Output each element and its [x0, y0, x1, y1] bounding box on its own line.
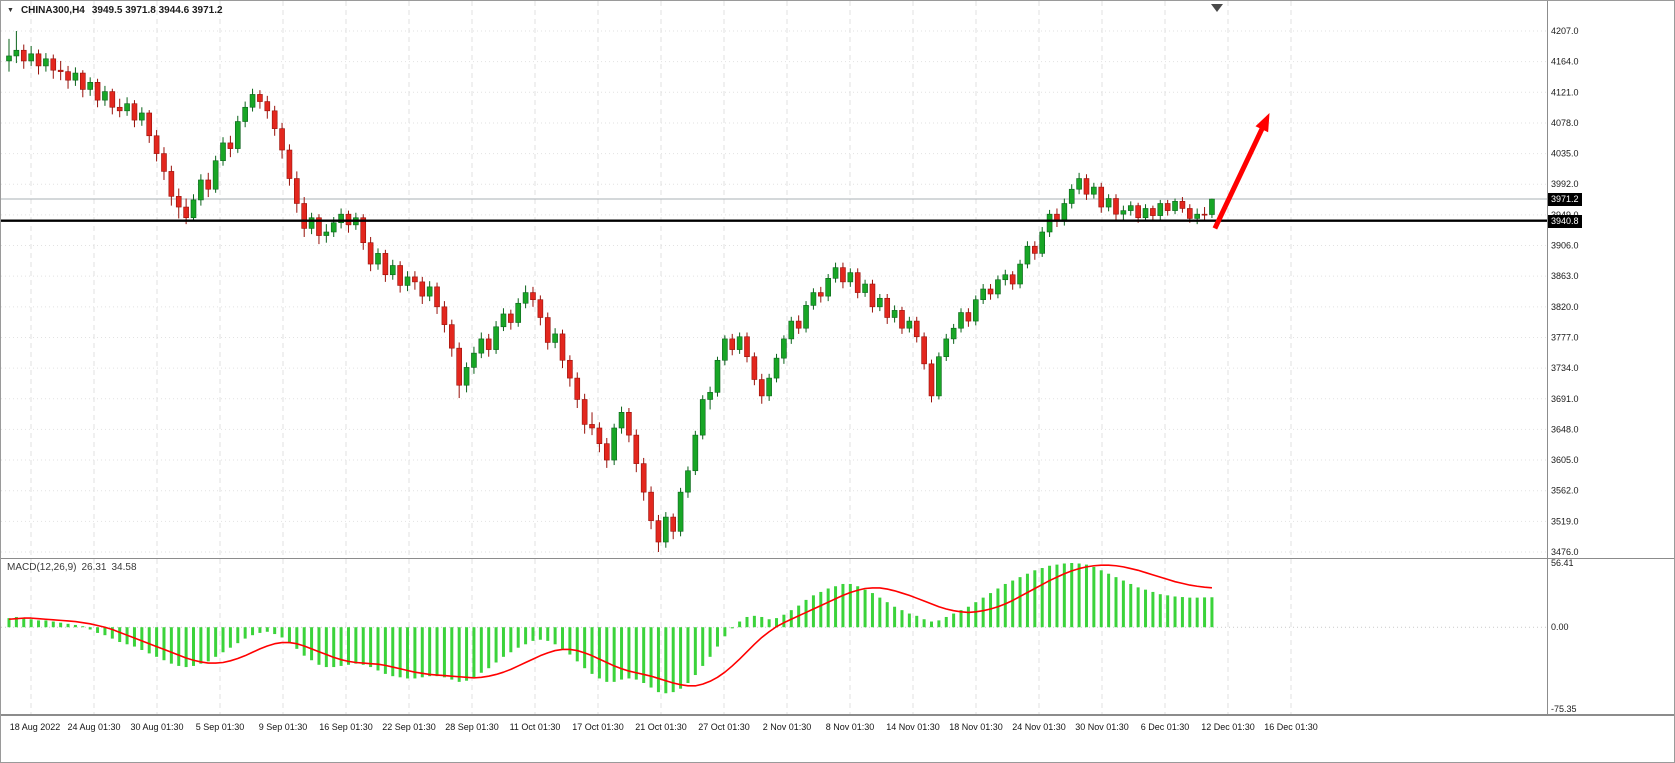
- macd-signal-value: 34.58: [111, 562, 137, 573]
- svg-text:3992.0: 3992.0: [1551, 179, 1579, 189]
- svg-text:3605.0: 3605.0: [1551, 455, 1579, 465]
- time-axis-label: 2 Nov 01:30: [762, 722, 812, 732]
- time-axis-label: 8 Nov 01:30: [825, 722, 875, 732]
- time-axis-label: 6 Dec 01:30: [1140, 722, 1190, 732]
- time-axis-label: 28 Sep 01:30: [445, 722, 499, 732]
- trend-arrow[interactable]: [1212, 112, 1270, 230]
- time-axis-label: 30 Aug 01:30: [130, 722, 184, 732]
- time-axis-label: 17 Oct 01:30: [572, 722, 624, 732]
- svg-text:3863.0: 3863.0: [1551, 271, 1579, 281]
- macd-label: MACD(12,26,9): [7, 562, 77, 573]
- chart-shift-marker-icon[interactable]: [1211, 4, 1223, 12]
- time-axis-label: 18 Nov 01:30: [949, 722, 1003, 732]
- macd-axis-label: -75.35: [1551, 704, 1577, 714]
- candles-layer: [6, 31, 1215, 552]
- price-axis[interactable]: [1547, 1, 1674, 715]
- grid-layer: [1, 1, 1547, 558]
- ohlc-readout: 3949.5 3971.8 3944.6 3971.2: [91, 5, 223, 16]
- svg-text:3820.0: 3820.0: [1551, 302, 1579, 312]
- macd-overlay: MACD(12,26,9) 26.31 34.58: [7, 562, 142, 573]
- price-chart[interactable]: 4207.0 4164.0 4121.0 4078.0 4035.0 3992.0 3949…: [1, 1, 1675, 559]
- svg-text:3691.0: 3691.0: [1551, 394, 1579, 404]
- hline-price-tag: 3940.8: [1548, 214, 1582, 228]
- time-axis-label: 9 Sep 01:30: [258, 722, 308, 732]
- macd-panel[interactable]: 56.41 0.00 -75.35: [1, 559, 1675, 715]
- svg-text:4121.0: 4121.0: [1551, 87, 1579, 97]
- time-axis-label: 30 Nov 01:30: [1075, 722, 1129, 732]
- svg-text:3476.0: 3476.0: [1551, 547, 1579, 557]
- current-price-tag: 3971.2: [1548, 193, 1582, 207]
- symbol-overlay: ▼ CHINA300,H4 3949.5 3971.8 3944.6 3971.…: [7, 5, 223, 16]
- time-axis-label: 12 Dec 01:30: [1201, 722, 1255, 732]
- svg-text:3648.0: 3648.0: [1551, 424, 1579, 434]
- svg-text:4035.0: 4035.0: [1551, 149, 1579, 159]
- time-axis-label: 21 Oct 01:30: [635, 722, 687, 732]
- time-axis-label: 22 Sep 01:30: [382, 722, 436, 732]
- time-axis-label: 24 Aug 01:30: [67, 722, 121, 732]
- macd-axis-label: 56.41: [1551, 559, 1574, 568]
- time-axis-label: 11 Oct 01:30: [509, 722, 561, 732]
- price-axis-labels: 4207.04164.04121.04078.04035.03992.03949…: [1551, 26, 1579, 557]
- svg-text:4164.0: 4164.0: [1551, 57, 1579, 67]
- svg-text:3777.0: 3777.0: [1551, 332, 1579, 342]
- macd-signal-line: [8, 564, 1213, 687]
- symbol-timeframe-label: CHINA300,H4: [20, 5, 85, 16]
- svg-text:4207.0: 4207.0: [1551, 26, 1579, 36]
- macd-axis-label: 0.00: [1551, 622, 1569, 632]
- time-axis-label: 5 Sep 01:30: [195, 722, 245, 732]
- time-axis-label: 18 Aug 2022: [9, 722, 61, 732]
- svg-text:3906.0: 3906.0: [1551, 241, 1579, 251]
- svg-text:3519.0: 3519.0: [1551, 516, 1579, 526]
- time-axis-label: 24 Nov 01:30: [1012, 722, 1066, 732]
- collapse-arrow-icon[interactable]: ▼: [7, 6, 14, 14]
- svg-text:4078.0: 4078.0: [1551, 118, 1579, 128]
- time-axis-label: 16 Sep 01:30: [319, 722, 373, 732]
- time-axis[interactable]: 18 Aug 2022 24 Aug 01:30 30 Aug 01:30 5 Sep…: [1, 715, 1674, 762]
- macd-main-value: 26.31: [81, 562, 107, 573]
- time-axis-label: 27 Oct 01:30: [698, 722, 750, 732]
- svg-text:3562.0: 3562.0: [1551, 486, 1579, 496]
- time-axis-label: 16 Dec 01:30: [1264, 722, 1318, 732]
- time-axis-label: 14 Nov 01:30: [886, 722, 940, 732]
- macd-histogram: [7, 563, 1214, 694]
- svg-text:3734.0: 3734.0: [1551, 363, 1579, 373]
